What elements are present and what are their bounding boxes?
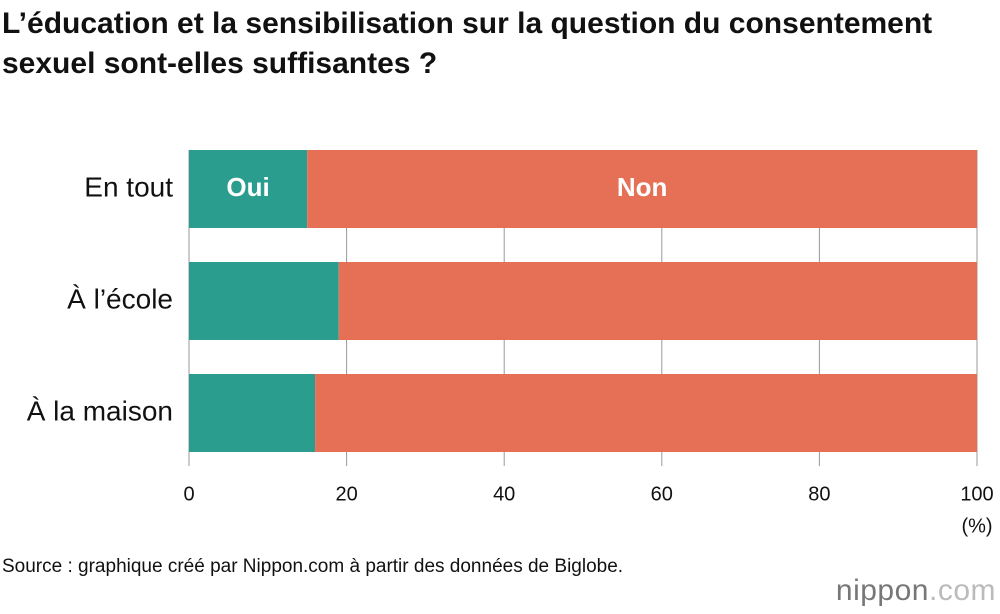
bar-segment	[189, 262, 339, 340]
chart-title: L’éducation et la sensibilisation sur la…	[2, 7, 933, 80]
y-tick-label: À l’école	[67, 283, 173, 314]
bar-segment	[189, 374, 316, 452]
brand-name: nippon	[835, 574, 929, 607]
legend-label: Non	[617, 172, 668, 202]
x-tick-label: 100	[960, 483, 993, 505]
legend-label: Oui	[226, 172, 269, 202]
bar-segment	[338, 262, 978, 340]
x-tick-label: 80	[808, 483, 830, 505]
y-tick-label: À la maison	[27, 395, 173, 426]
x-tick-label: 40	[493, 483, 515, 505]
x-tick-label: 60	[651, 483, 673, 505]
bar-segment	[307, 150, 977, 228]
bar-segment	[189, 150, 308, 228]
x-tick-label: 20	[335, 483, 357, 505]
chart: 0 20 40 60 80 100 (%) En tout Oui Non À l’école À l…	[27, 150, 994, 537]
brand-logo: nippon.com	[836, 574, 996, 608]
bar-segment	[315, 374, 978, 452]
y-tick-label: En tout	[84, 171, 173, 202]
brand-suffix: .com	[928, 574, 996, 607]
x-axis-label: (%)	[961, 515, 992, 537]
x-tick-label: 0	[183, 483, 194, 505]
source-note: Source : graphique créé par Nippon.com à…	[2, 556, 624, 577]
